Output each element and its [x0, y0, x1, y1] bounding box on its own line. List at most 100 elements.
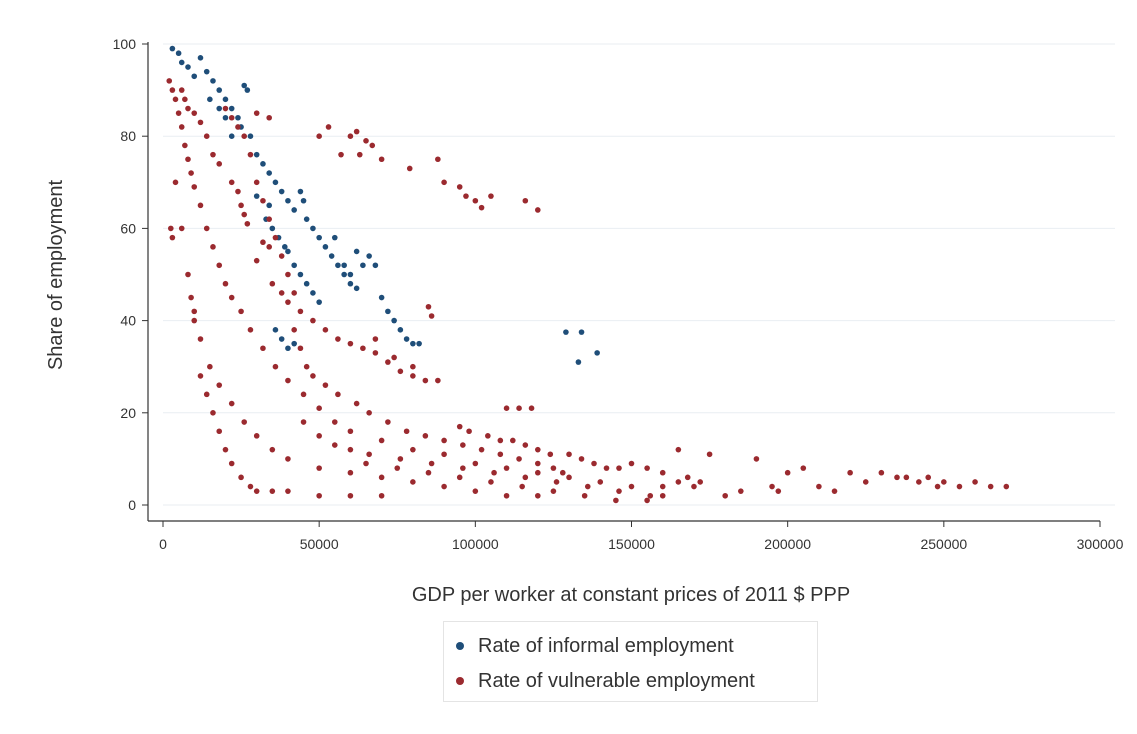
point-s1-158 — [775, 488, 782, 494]
point-s1-200 — [266, 244, 272, 250]
point-s1-71 — [378, 492, 385, 499]
point-s1-94 — [422, 377, 429, 384]
point-s0-43 — [416, 340, 422, 347]
point-s1-220 — [316, 433, 322, 439]
point-s1-57 — [191, 317, 198, 324]
point-s1-104 — [378, 156, 385, 163]
point-s1-195 — [269, 280, 276, 287]
point-s1-43 — [253, 433, 260, 439]
point-s0-19 — [272, 179, 279, 186]
point-s0-63 — [207, 96, 213, 103]
point-s1-56 — [188, 294, 194, 301]
point-s1-81 — [278, 253, 285, 259]
point-s0-66 — [575, 359, 582, 365]
point-s1-223 — [394, 465, 401, 471]
point-s1-91 — [385, 359, 391, 365]
point-s0-12 — [241, 82, 248, 89]
point-s1-138 — [559, 469, 566, 476]
point-s1-218 — [410, 363, 416, 370]
x-tick-label-150000: 150000 — [608, 536, 655, 552]
point-s0-52 — [285, 345, 291, 352]
point-s1-133 — [478, 446, 485, 453]
point-s0-57 — [282, 244, 288, 250]
point-s0-33 — [353, 285, 360, 292]
point-s0-15 — [247, 133, 254, 139]
legend-item-vulnerable: Rate of vulnerable employment — [456, 667, 755, 695]
point-s1-20 — [300, 391, 307, 398]
point-s0-47 — [303, 280, 310, 287]
point-s1-185 — [684, 474, 691, 481]
legend-label-vulnerable: Rate of vulnerable employment — [478, 669, 755, 692]
point-s1-53 — [535, 492, 541, 499]
y-tick-label-20: 20 — [120, 405, 136, 421]
point-s1-176 — [566, 451, 572, 458]
point-s1-103 — [356, 151, 363, 158]
point-s1-35 — [178, 225, 185, 232]
point-s1-30 — [566, 474, 572, 481]
point-s1-139 — [347, 446, 354, 453]
point-s1-31 — [597, 479, 604, 485]
point-s0-7 — [210, 78, 216, 84]
point-s1-212 — [182, 96, 188, 103]
y-tick-label-60: 60 — [120, 220, 136, 236]
point-s1-172 — [956, 483, 963, 490]
point-s1-128 — [385, 419, 391, 425]
point-s1-29 — [535, 469, 541, 476]
point-s1-72 — [222, 105, 229, 112]
point-s1-111 — [478, 204, 485, 211]
point-s1-115 — [425, 303, 432, 310]
point-s1-127 — [366, 410, 372, 416]
point-s1-135 — [516, 456, 522, 462]
point-s1-33 — [659, 483, 666, 490]
point-s0-50 — [272, 327, 279, 333]
x-tick-label-100000: 100000 — [452, 536, 499, 552]
point-s0-10 — [228, 105, 235, 112]
point-s1-61 — [216, 428, 223, 435]
point-s1-154 — [722, 492, 728, 499]
point-s1-228 — [550, 488, 557, 494]
point-s1-134 — [497, 451, 504, 458]
x-tick-label-200000: 200000 — [764, 536, 811, 552]
point-s1-80 — [272, 234, 279, 241]
point-s1-221 — [331, 442, 338, 448]
point-s0-36 — [372, 262, 379, 269]
point-s1-60 — [210, 410, 216, 416]
point-s1-121 — [297, 345, 304, 352]
point-s1-73 — [228, 114, 235, 121]
point-s1-47 — [347, 469, 354, 476]
point-s0-30 — [335, 262, 341, 269]
point-s0-16 — [253, 151, 260, 158]
point-s1-179 — [603, 465, 610, 471]
point-s0-11 — [235, 114, 241, 121]
point-s1-95 — [435, 377, 441, 384]
point-s1-214 — [253, 110, 260, 116]
point-s1-37 — [191, 308, 198, 315]
point-s1-41 — [228, 400, 235, 407]
point-s1-144 — [491, 469, 497, 476]
point-s0-64 — [563, 329, 569, 335]
point-s0-67 — [594, 350, 600, 356]
point-s1-155 — [738, 488, 744, 494]
point-s0-13 — [244, 87, 251, 93]
point-s1-123 — [310, 373, 316, 379]
legend-marker-vulnerable — [456, 677, 464, 685]
point-s0-9 — [222, 96, 229, 103]
point-s1-14 — [228, 294, 235, 301]
point-s1-38 — [197, 336, 204, 342]
axes — [142, 42, 1101, 527]
legend-item-informal: Rate of informal employment — [456, 632, 734, 660]
point-s1-167 — [903, 474, 910, 481]
point-s1-230 — [613, 497, 619, 504]
point-s1-226 — [488, 479, 494, 485]
point-s1-68 — [285, 488, 291, 494]
point-s1-184 — [675, 446, 682, 453]
point-s0-20 — [278, 188, 285, 195]
point-s1-106 — [435, 156, 441, 163]
point-s1-166 — [894, 474, 900, 481]
point-s1-196 — [278, 290, 285, 296]
point-s1-46 — [316, 465, 322, 471]
point-s1-88 — [347, 340, 354, 347]
point-s1-118 — [516, 405, 522, 411]
point-s0-71 — [353, 248, 360, 255]
point-s1-189 — [485, 433, 491, 439]
